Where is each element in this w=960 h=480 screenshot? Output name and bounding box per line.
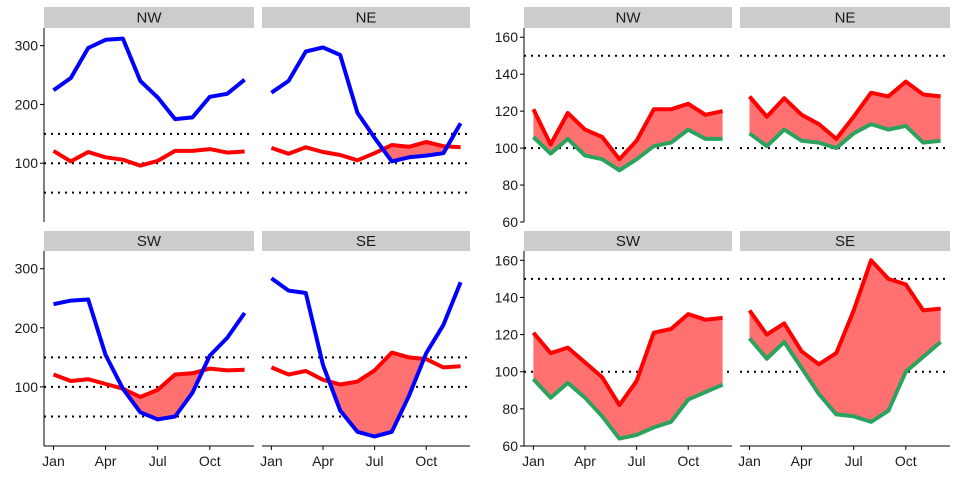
right-nw-y-tick-label-120: 120 — [495, 103, 519, 119]
right-sw-y-tick-label-100: 100 — [495, 364, 519, 380]
right-sw-y-tick-label-80: 80 — [502, 401, 518, 417]
left-ne-red-line — [270, 140, 461, 163]
left-nw-blue-line — [52, 36, 246, 122]
left-nw-red-line — [52, 147, 245, 168]
left-ne-blue-line — [270, 45, 463, 164]
right-sw-x-tick-label-jan: Jan — [522, 453, 545, 469]
right-se-x-tick-label-jan: Jan — [738, 453, 761, 469]
right-nw-green-line — [532, 127, 723, 173]
right-ne-strip — [740, 7, 950, 28]
left-se-strip — [262, 231, 470, 251]
left-sw-x-tick-label-apr: Apr — [95, 453, 117, 469]
left-sw-x-tick-label-oct: Oct — [199, 453, 221, 469]
left-nw-strip-label: NW — [137, 10, 163, 27]
right-se-green-line — [747, 337, 942, 424]
left-facet-grid: NW 100 200 300 NE SW 100 200 300 Jan Apr Jul Oct SE Ja… — [15, 7, 470, 469]
right-sw-panel: SW 60 80 100 120 140 160 Jan Apr Jul Oct — [495, 231, 732, 469]
right-nw-y-tick-label-140: 140 — [495, 66, 519, 82]
left-nw-y-tick-label-200: 200 — [15, 96, 39, 112]
right-nw-panel: NW 60 80 100 120 140 160 — [495, 7, 732, 230]
left-sw-y-tick-label-200: 200 — [15, 320, 39, 336]
right-ne-fill-area-0 — [749, 81, 941, 149]
left-se-fill-area-0 — [329, 352, 424, 437]
left-sw-x-tick-label-jul: Jul — [149, 453, 167, 469]
left-se-red-line — [270, 350, 461, 387]
right-se-red-line — [747, 258, 941, 367]
right-se-strip — [740, 231, 950, 251]
left-sw-x-tick-label-jan: Jan — [42, 453, 65, 469]
left-nw-panel: NW 100 200 300 — [15, 7, 254, 222]
right-nw-red-line — [531, 101, 724, 162]
left-se-blue-line — [270, 276, 463, 439]
right-sw-strip — [524, 231, 732, 251]
right-nw-fill-area-0 — [533, 103, 723, 171]
left-nw-y-tick-label-100: 100 — [15, 155, 39, 171]
left-se-x-tick-label-apr: Apr — [312, 453, 334, 469]
right-sw-x-tick-label-apr: Apr — [574, 453, 596, 469]
right-ne-red-line — [747, 79, 941, 141]
left-se-panel: SE Jan Apr Jul Oct — [260, 231, 470, 469]
right-sw-red-line — [531, 312, 723, 408]
left-sw-y-tick-label-100: 100 — [15, 379, 39, 395]
left-nw-y-tick-label-300: 300 — [15, 38, 39, 54]
left-sw-strip — [44, 231, 254, 251]
right-se-x-tick-label-oct: Oct — [895, 453, 917, 469]
right-sw-x-tick-label-oct: Oct — [677, 453, 699, 469]
right-nw-y-tick-label-80: 80 — [502, 177, 518, 193]
left-ne-strip — [262, 7, 470, 28]
right-sw-strip-label: SW — [616, 233, 641, 250]
right-se-fill-area-0 — [749, 260, 941, 422]
left-sw-strip-label: SW — [137, 233, 162, 250]
right-sw-y-tick-label-120: 120 — [495, 327, 519, 343]
left-se-x-tick-label-jul: Jul — [366, 453, 384, 469]
left-se-strip-label: SE — [356, 233, 376, 250]
left-sw-fill-area-0 — [122, 370, 203, 420]
right-sw-x-tick-label-jul: Jul — [628, 453, 646, 469]
right-facet-grid: NW 60 80 100 120 140 160 NE SW 60 80 100 120 140 160 Ja… — [495, 7, 950, 469]
right-nw-strip-label: NW — [616, 10, 642, 27]
right-nw-strip — [524, 7, 732, 28]
left-ne-strip-label: NE — [356, 10, 377, 27]
right-nw-y-tick-label-60: 60 — [502, 214, 518, 230]
right-se-panel: SE Jan Apr Jul Oct — [738, 231, 950, 469]
left-sw-red-line — [52, 366, 245, 399]
right-sw-y-tick-label-60: 60 — [502, 438, 518, 454]
left-sw-panel: SW 100 200 300 Jan Apr Jul Oct — [15, 231, 254, 469]
right-nw-y-tick-label-160: 160 — [495, 29, 519, 45]
left-se-x-tick-label-jan: Jan — [260, 453, 283, 469]
right-sw-green-line — [531, 377, 724, 441]
right-sw-fill-area-0 — [533, 314, 723, 439]
right-nw-y-tick-label-100: 100 — [495, 140, 519, 156]
right-sw-y-tick-label-140: 140 — [495, 289, 519, 305]
right-ne-panel: NE — [740, 7, 950, 151]
right-ne-green-line — [748, 122, 941, 151]
right-sw-y-tick-label-160: 160 — [495, 252, 519, 268]
left-sw-y-tick-label-300: 300 — [15, 261, 39, 277]
left-nw-strip — [44, 7, 254, 28]
left-sw-blue-line — [53, 297, 247, 422]
left-ne-panel: NE — [262, 7, 470, 194]
right-ne-strip-label: NE — [835, 10, 856, 27]
right-se-strip-label: SE — [835, 233, 855, 250]
right-se-x-tick-label-apr: Apr — [791, 453, 813, 469]
left-se-x-tick-label-oct: Oct — [415, 453, 437, 469]
right-se-x-tick-label-jul: Jul — [845, 453, 863, 469]
